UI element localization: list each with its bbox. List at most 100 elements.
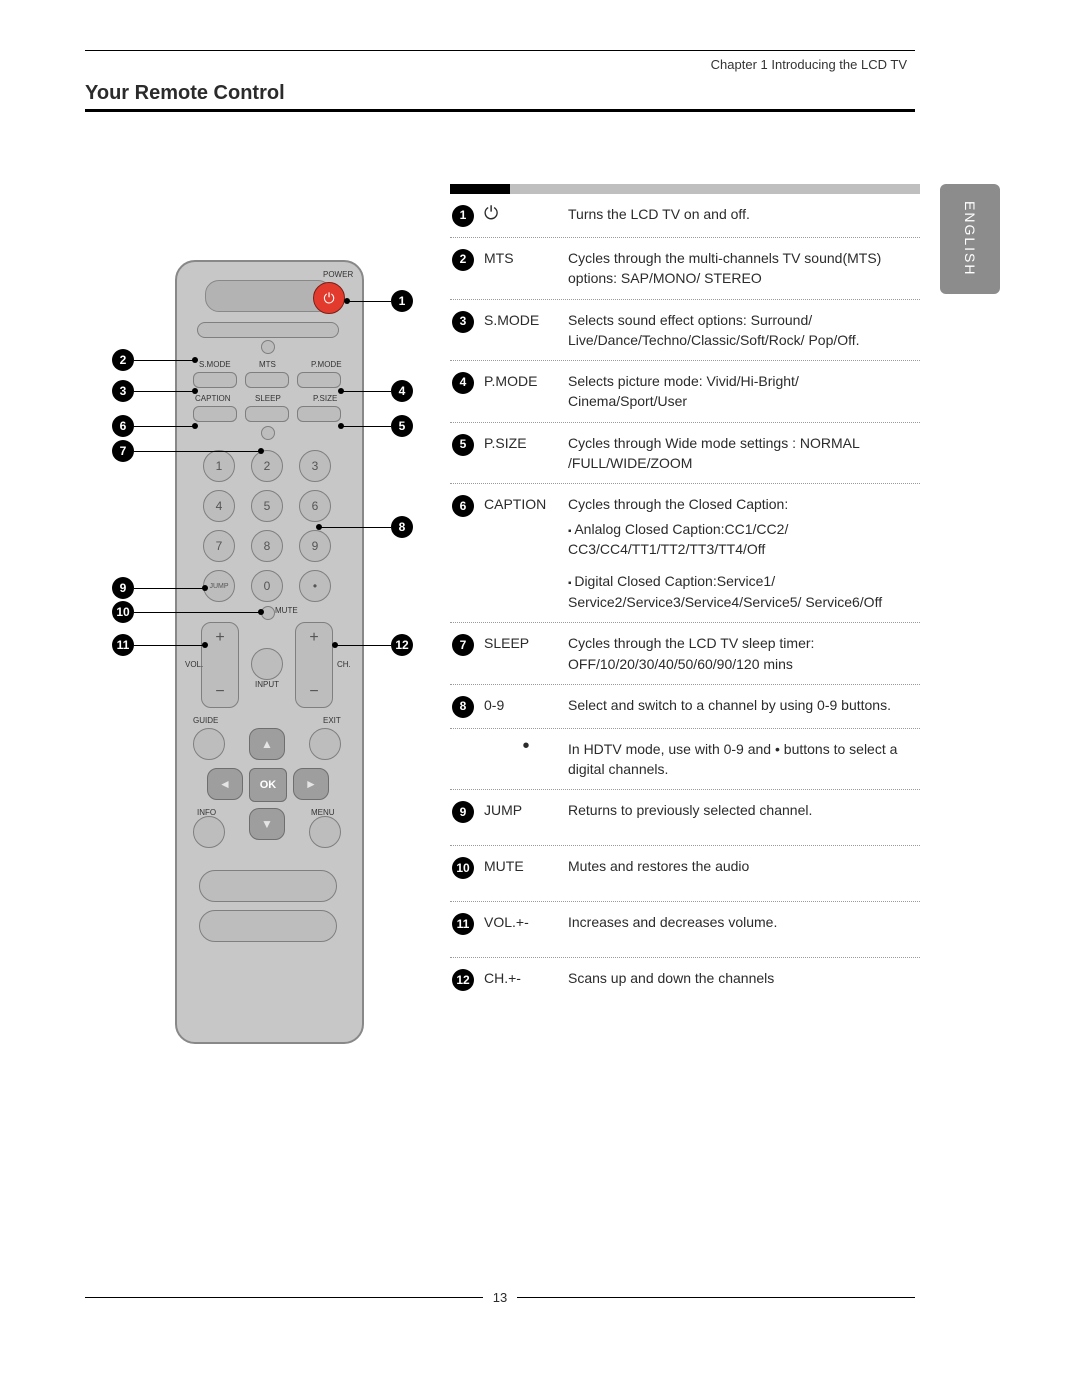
sleep-button	[245, 406, 289, 422]
digit-5: 5	[251, 490, 283, 522]
page-number: 13	[483, 1290, 517, 1305]
row-text: Cycles through Wide mode settings : NORM…	[568, 433, 916, 474]
smode-label: S.MODE	[199, 360, 231, 369]
mts-label: MTS	[259, 360, 276, 369]
bottom-oval-1	[199, 870, 337, 902]
info-button	[193, 816, 225, 848]
row-number: 8	[452, 696, 474, 718]
sleep-label: SLEEP	[255, 394, 281, 403]
row-text: Selects picture mode: Vivid/Hi-Bright/ C…	[568, 371, 916, 412]
menu-button	[309, 816, 341, 848]
table-row: 5 P.SIZE Cycles through Wide mode settin…	[450, 423, 920, 485]
chapter-header: Chapter 1 Introducing the LCD TV	[711, 57, 907, 72]
row-number: 9	[452, 801, 474, 823]
plus-icon: +	[309, 629, 318, 647]
row-number: 1	[452, 205, 474, 227]
bottom-oval-2	[199, 910, 337, 942]
table-row: 11 VOL.+- Increases and decreases volume…	[450, 902, 920, 958]
row-text: Select and switch to a channel by using …	[568, 695, 916, 715]
digit-7: 7	[203, 530, 235, 562]
digit-2: 2	[251, 450, 283, 482]
power-label: POWER	[323, 270, 353, 279]
table-row: 3 S.MODE Selects sound effect options: S…	[450, 300, 920, 362]
language-tab-label: ENGLISH	[962, 201, 978, 276]
callout-7: 7	[112, 440, 134, 462]
input-label: INPUT	[255, 680, 279, 689]
row-text: In HDTV mode, use with 0-9 and • buttons…	[568, 739, 916, 780]
row-number: 3	[452, 311, 474, 333]
page-footer: 13	[85, 1290, 915, 1305]
dpad-down: ▼	[249, 808, 285, 840]
row-number: 5	[452, 434, 474, 456]
row-number: 7	[452, 634, 474, 656]
ch-rocker: + −	[295, 622, 333, 708]
table-row: • In HDTV mode, use with 0-9 and • butto…	[450, 729, 920, 791]
row-label: •	[474, 739, 568, 753]
vol-label: VOL.	[185, 660, 203, 669]
row-label: S.MODE	[474, 310, 568, 330]
manual-page: Chapter 1 Introducing the LCD TV Your Re…	[85, 50, 915, 128]
row-label: ⏻	[474, 204, 568, 222]
row-number: 11	[452, 913, 474, 935]
callout-11: 11	[112, 634, 134, 656]
row-label: VOL.+-	[474, 912, 568, 932]
table-row: 6 CAPTION Cycles through the Closed Capt…	[450, 484, 920, 623]
mute-label: MUTE	[275, 606, 298, 615]
input-button	[251, 648, 283, 680]
table-row: 2 MTS Cycles through the multi-channels …	[450, 238, 920, 300]
row-text: Returns to previously selected channel.	[568, 800, 916, 820]
table-row: 1 ⏻ Turns the LCD TV on and off.	[450, 194, 920, 238]
callout-5: 5	[391, 415, 413, 437]
callout-6: 6	[112, 415, 134, 437]
psize-label: P.SIZE	[313, 394, 337, 403]
row-label: SLEEP	[474, 633, 568, 653]
row-label: MTS	[474, 248, 568, 268]
row-label: CAPTION	[474, 494, 568, 514]
row-number: 10	[452, 857, 474, 879]
minus-icon: −	[215, 683, 224, 701]
row-label: P.MODE	[474, 371, 568, 391]
bullet-item: Anlalog Closed Caption:CC1/CC2/ CC3/CC4/…	[568, 519, 916, 560]
plus-icon: +	[215, 629, 224, 647]
bullet-item: Digital Closed Caption:Service1/ Service…	[568, 571, 916, 612]
language-tab: ENGLISH	[940, 184, 1000, 294]
minus-icon: −	[309, 683, 318, 701]
digit-3: 3	[299, 450, 331, 482]
remote-illustration: POWER ⏻ S.MODE MTS P.MODE CAPTION SLEEP …	[175, 260, 360, 1040]
table-row: 8 0-9 Select and switch to a channel by …	[450, 685, 920, 729]
digit-1: 1	[203, 450, 235, 482]
info-label: INFO	[197, 808, 216, 817]
menu-label: MENU	[311, 808, 335, 817]
callout-8: 8	[391, 516, 413, 538]
table-row: 10 MUTE Mutes and restores the audio	[450, 846, 920, 902]
mts-button	[245, 372, 289, 388]
row-label: CH.+-	[474, 968, 568, 988]
guide-label: GUIDE	[193, 716, 218, 725]
row-number: 4	[452, 372, 474, 394]
row-number: 2	[452, 249, 474, 271]
dpad-up: ▲	[249, 728, 285, 760]
callout-3: 3	[112, 380, 134, 402]
dpad-left: ◄	[207, 768, 243, 800]
callout-1: 1	[391, 290, 413, 312]
digit-6: 6	[299, 490, 331, 522]
row-text: Cycles through the LCD TV sleep timer: O…	[568, 633, 916, 674]
row-label: JUMP	[474, 800, 568, 820]
ok-button: OK	[249, 768, 287, 802]
caption-button	[193, 406, 237, 422]
remote-led-window	[197, 322, 339, 338]
function-table: 1 ⏻ Turns the LCD TV on and off. 2 MTS C…	[450, 184, 920, 1001]
table-row: 4 P.MODE Selects picture mode: Vivid/Hi-…	[450, 361, 920, 423]
row-text: Cycles through the Closed Caption: Anlal…	[568, 494, 916, 612]
psize-button	[297, 406, 341, 422]
ch-label: CH.	[337, 660, 351, 669]
row-text: Scans up and down the channels	[568, 968, 916, 988]
row-text: Increases and decreases volume.	[568, 912, 916, 932]
exit-label: EXIT	[323, 716, 341, 725]
remote-knob	[261, 340, 275, 354]
table-row: 12 CH.+- Scans up and down the channels	[450, 958, 920, 1001]
pmode-button	[297, 372, 341, 388]
table-row: 9 JUMP Returns to previously selected ch…	[450, 790, 920, 846]
row-label: MUTE	[474, 856, 568, 876]
dpad-right: ►	[293, 768, 329, 800]
